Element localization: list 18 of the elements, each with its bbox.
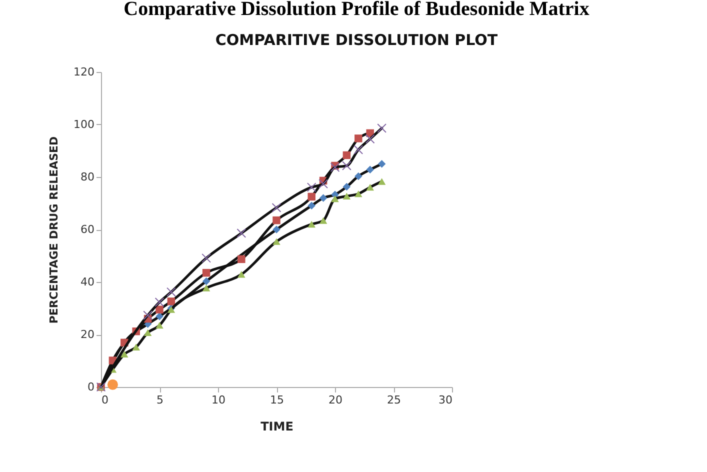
x-tick-label: 10 xyxy=(212,394,226,406)
x-tick-label: 30 xyxy=(438,394,452,406)
y-tick-label: 20 xyxy=(80,328,94,341)
x-tick-label: 25 xyxy=(387,394,401,406)
y-tick-label: 40 xyxy=(80,276,94,288)
chart-subtitle: COMPARITIVE DISSOLUTION PLOT xyxy=(215,31,498,49)
y-tick-label: 80 xyxy=(80,170,94,184)
y-tick-label: 120 xyxy=(74,66,94,78)
y-tick-label: 0 xyxy=(88,380,94,394)
y-tick-label: 60 xyxy=(80,223,94,236)
chart-title: Comparative Dissolution Profile of Budesonide Matrix xyxy=(124,0,590,20)
x-tick-label: 20 xyxy=(328,394,342,406)
x-tick-label: 5 xyxy=(156,394,164,406)
y-axis-title: PERCENTAGE DRUG RELEASED xyxy=(48,136,61,324)
x-axis-title: TIME xyxy=(260,420,294,434)
x-tick-label: 0 xyxy=(102,394,108,406)
x-tick-label: 15 xyxy=(270,394,284,406)
y-tick-label: 100 xyxy=(74,118,94,131)
